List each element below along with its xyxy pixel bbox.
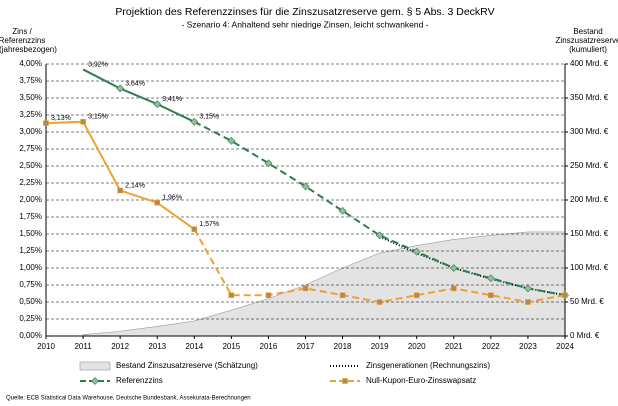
y-tick-label: 1,75% [19,212,42,221]
marker [228,292,235,299]
y2-tick-label: 100 Mrd. € [570,263,609,272]
y-tick-label: 2,50% [19,161,42,170]
marker [339,292,346,299]
marker [562,292,568,299]
y2-tick-label: 150 Mrd. € [570,229,609,238]
y-tick-label: 0,25% [19,314,42,323]
y-tick-label: 0,50% [19,297,42,306]
data-label: 1,96% [162,195,182,202]
marker [190,117,199,126]
y2-tick-label: 0 Mrd. € [570,331,600,340]
y-tick-label: 0,75% [19,280,42,289]
data-label: 3,15% [199,114,219,121]
marker [264,159,273,168]
marker [413,292,420,299]
y2-tick-label: 300 Mrd. € [570,127,609,136]
area [82,231,566,337]
marker [265,292,272,299]
data-label: 3,92% [88,61,108,68]
marker [375,231,384,240]
legend-label: Zinsgenerationen (Rechnungszins) [366,361,490,370]
line [193,120,566,297]
x-tick-label: 2011 [74,342,92,351]
legend-label: Null-Kupon-Euro-Zinsswapsatz [366,376,476,385]
y-tick-label: 0,00% [19,331,42,340]
x-tick-label: 2015 [222,342,240,351]
line [379,235,566,297]
marker [117,187,123,194]
data-label: 3,13% [51,115,71,122]
y-tick-label: 3,00% [19,127,42,136]
y-tick-label: 1,00% [19,263,42,272]
y-tick-label: 2,25% [19,178,42,187]
data-label: 2,14% [125,182,145,189]
x-tick-label: 2012 [111,342,129,351]
marker [43,120,49,126]
data-label: 3,64% [125,80,145,87]
x-tick-label: 2016 [260,342,278,351]
marker [153,100,162,109]
y-tick-label: 1,25% [19,246,42,255]
legend-label: Referenzzins [116,376,163,385]
x-tick-label: 2020 [408,342,426,351]
x-tick-label: 2022 [482,342,500,351]
legend-label: Bestand Zinszusatzreserve (Schätzung) [116,361,258,370]
marker [342,378,348,384]
y-tick-label: 1,50% [19,229,42,238]
marker [488,292,494,299]
marker [302,285,309,292]
marker [116,84,125,93]
x-tick-label: 2013 [148,342,166,351]
data-label: 1,57% [199,221,219,228]
chart-subtitle: - Szenario 4: Anhaltend sehr niedrige Zi… [181,19,428,29]
x-tick-label: 2018 [334,342,352,351]
y-tick-label: 2,75% [19,144,42,153]
y-label: Zins / [12,27,32,36]
x-tick-label: 2017 [297,342,315,351]
marker [450,285,457,292]
marker [227,136,236,145]
marker [154,199,161,206]
marker [376,299,383,305]
x-tick-label: 2023 [519,342,537,351]
marker [524,284,532,293]
marker [301,182,310,191]
data-label: 3,41% [162,96,182,103]
y2-label: (kumuliert) [569,45,607,54]
y2-tick-label: 250 Mrd. € [570,161,609,170]
data-label: 3,15% [88,114,108,121]
line [45,120,195,231]
x-tick-label: 2024 [556,342,574,351]
x-tick-label: 2021 [445,342,463,351]
marker [80,119,86,125]
y-label: (jahresbezogen) [0,45,57,54]
source: Quelle: ECB Statistical Data Warehouse, … [6,396,251,402]
x-tick-label: 2019 [371,342,389,351]
y-tick-label: 3,25% [19,110,42,119]
marker [191,226,198,233]
marker [486,274,495,283]
y2-label: Bestand [573,27,602,36]
y2-tick-label: 400 Mrd. € [570,59,609,68]
y-tick-label: 4,00% [19,59,42,68]
y2-label: Zinszusatzreserve [556,36,618,45]
marker [525,299,531,305]
marker [91,377,99,385]
marker [338,206,347,215]
x-tick-label: 2014 [185,342,203,351]
line [82,68,195,123]
chart-title: Projektion des Referenzzinses für die Zi… [115,6,494,18]
legend-swatch [79,361,111,371]
y-tick-label: 3,75% [19,76,42,85]
x-tick-label: 2010 [37,342,55,351]
marker [449,264,458,272]
y2-tick-label: 200 Mrd. € [570,195,609,204]
y-label: Referenzzins [0,36,45,45]
y2-tick-label: 350 Mrd. € [570,93,609,102]
y2-tick-label: 50 Mrd. € [570,297,604,306]
marker [412,247,421,256]
y-tick-label: 2,00% [19,195,42,204]
y-tick-label: 3,50% [19,93,42,102]
